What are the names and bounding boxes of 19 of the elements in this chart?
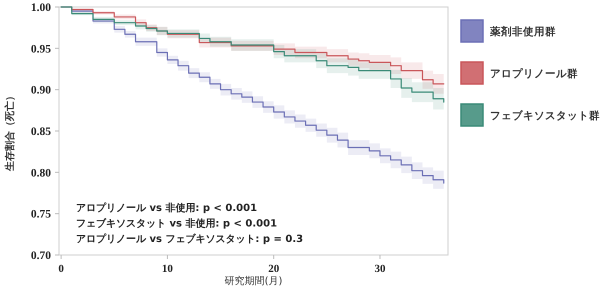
legend-label: アロプリノール群 bbox=[490, 67, 578, 80]
y-tick-label: 1.00 bbox=[30, 2, 52, 14]
x-axis-title: 研究期間(月) bbox=[224, 275, 282, 287]
y-tick-label: 0.80 bbox=[30, 167, 52, 180]
y-tick-label: 0.90 bbox=[30, 84, 52, 97]
y-tick-label: 0.85 bbox=[30, 126, 52, 138]
x-tick-label: 0 bbox=[58, 263, 64, 275]
x-tick-label: 30 bbox=[374, 263, 386, 275]
y-tick-label: 0.95 bbox=[30, 43, 52, 56]
annotation: フェブキソスタット vs 非使用: p < 0.001 bbox=[76, 218, 278, 230]
y-tick-label: 0.75 bbox=[30, 208, 52, 221]
x-tick-label: 20 bbox=[268, 263, 280, 275]
y-axis-title: 生存割合（死亡） bbox=[4, 91, 16, 172]
legend-label: 薬剤非使用群 bbox=[489, 25, 556, 38]
legend-label: フェブキソスタット群 bbox=[490, 109, 600, 122]
x-tick-label: 10 bbox=[162, 263, 174, 275]
annotation: アロプリノール vs フェブキソスタット: p = 0.3 bbox=[76, 233, 304, 245]
annotation: アロプリノール vs 非使用: p < 0.001 bbox=[76, 202, 258, 214]
y-tick-label: 0.70 bbox=[30, 250, 52, 262]
